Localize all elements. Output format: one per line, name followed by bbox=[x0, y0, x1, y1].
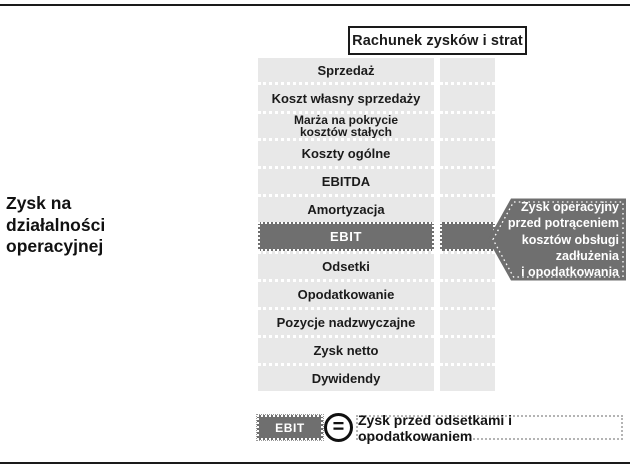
row-label: Dywidendy bbox=[258, 363, 434, 391]
title-box: Rachunek zysków i strat bbox=[348, 26, 527, 55]
row-label: Odsetki bbox=[258, 251, 434, 279]
row-side-cell bbox=[440, 307, 495, 335]
table-row: Marża na pokrycie kosztów stałych bbox=[258, 111, 495, 138]
table-row: Koszt własny sprzedaży bbox=[258, 82, 495, 111]
row-side-cell bbox=[440, 138, 495, 166]
pnl-table: Sprzedaż Koszt własny sprzedaży Marża na… bbox=[258, 58, 495, 391]
row-side-cell bbox=[440, 251, 495, 279]
table-row: Zysk netto bbox=[258, 335, 495, 363]
row-label: EBIT bbox=[258, 222, 434, 251]
row-side-cell bbox=[440, 363, 495, 391]
title-label: Rachunek zysków i strat bbox=[352, 32, 523, 49]
row-side-cell bbox=[440, 166, 495, 194]
top-rule bbox=[0, 4, 630, 6]
row-side-cell bbox=[440, 194, 495, 222]
table-row: Koszty ogólne bbox=[258, 138, 495, 166]
row-side-cell bbox=[440, 58, 495, 82]
equals-icon: = bbox=[324, 413, 353, 442]
table-row: Amortyzacja bbox=[258, 194, 495, 222]
row-side-cell bbox=[440, 111, 495, 138]
table-row: Pozycje nadzwyczajne bbox=[258, 307, 495, 335]
bottom-rule bbox=[0, 462, 630, 464]
row-label: Koszty ogólne bbox=[258, 138, 434, 166]
row-label: Sprzedaż bbox=[258, 58, 434, 82]
row-label: Koszt własny sprzedaży bbox=[258, 82, 434, 111]
row-label: Pozycje nadzwyczajne bbox=[258, 307, 434, 335]
table-row: Odsetki bbox=[258, 251, 495, 279]
row-side-cell bbox=[440, 82, 495, 111]
table-row: EBITDA bbox=[258, 166, 495, 194]
callout-text: Zysk operacyjny przed potrąceniem kosztó… bbox=[507, 200, 619, 280]
table-row-ebit: EBIT bbox=[258, 222, 495, 251]
table-row: Opodatkowanie bbox=[258, 279, 495, 307]
row-side-cell bbox=[440, 335, 495, 363]
table-row: Dywidendy bbox=[258, 363, 495, 391]
row-label: Marża na pokrycie kosztów stałych bbox=[258, 111, 434, 138]
row-side-cell bbox=[440, 279, 495, 307]
callout-arrow-shape bbox=[488, 198, 626, 281]
legend-definition-box: Zysk przed odsetkami i opodatkowaniem bbox=[356, 412, 623, 444]
table-row: Sprzedaż bbox=[258, 58, 495, 82]
row-side-cell bbox=[440, 222, 495, 251]
legend-ebit-chip: EBIT bbox=[256, 414, 324, 441]
row-label: Amortyzacja bbox=[258, 194, 434, 222]
row-label: Zysk netto bbox=[258, 335, 434, 363]
row-label: EBITDA bbox=[258, 166, 434, 194]
left-caption: Zysk na działalności operacyjnej bbox=[6, 193, 106, 256]
row-label: Opodatkowanie bbox=[258, 279, 434, 307]
